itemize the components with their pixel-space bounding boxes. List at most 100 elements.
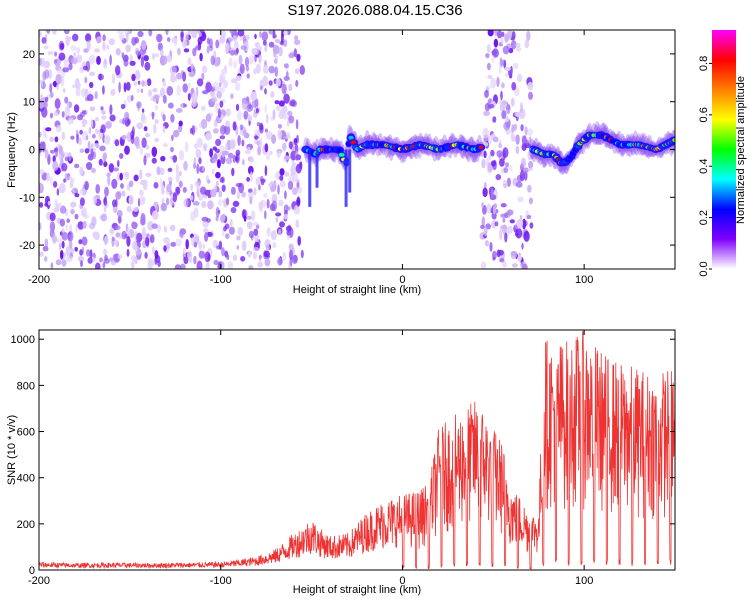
noise-speck [290, 99, 296, 106]
noise-speck [89, 249, 93, 259]
noise-speck [205, 261, 210, 269]
noise-speck [79, 188, 86, 196]
noise-speck [225, 120, 231, 127]
noise-speck [261, 180, 265, 186]
noise-speck [88, 222, 95, 230]
noise-speck [274, 66, 279, 78]
noise-speck [499, 229, 503, 241]
noise-speck [190, 183, 194, 191]
noise-speck [145, 172, 152, 177]
noise-speck [39, 143, 43, 154]
noise-speck [234, 49, 239, 56]
noise-speck [230, 207, 237, 214]
noise-speck [39, 183, 44, 194]
noise-speck [127, 227, 130, 238]
noise-speck [119, 172, 123, 181]
noise-speck [191, 125, 196, 136]
noise-speck [136, 88, 140, 94]
noise-speck [511, 263, 518, 268]
noise-speck [283, 76, 290, 81]
noise-speck [254, 42, 260, 48]
noise-speck [247, 188, 253, 193]
noise-speck [258, 255, 262, 264]
noise-speck [130, 94, 134, 102]
colorbar-tick-label: 0.0 [698, 261, 710, 276]
noise-speck [95, 262, 101, 269]
noise-speck [201, 65, 208, 73]
noise-speck [277, 123, 282, 129]
noise-speck [232, 254, 238, 261]
noise-speck [123, 82, 127, 93]
noise-speck [277, 129, 283, 140]
noise-speck [205, 132, 212, 141]
noise-speck [166, 242, 171, 250]
noise-speck [61, 162, 68, 172]
noise-speck [294, 39, 301, 46]
chart-title: S197.2026.088.04.15.C36 [287, 2, 463, 19]
noise-speck [191, 92, 198, 104]
noise-speck [196, 78, 204, 87]
noise-speck [173, 129, 180, 138]
noise-speck [50, 149, 55, 154]
noise-speck [207, 200, 214, 210]
noise-speck [200, 105, 206, 111]
noise-speck [294, 68, 300, 75]
noise-speck [171, 65, 178, 73]
noise-speck [235, 149, 241, 156]
noise-speck [166, 197, 170, 206]
noise-speck [284, 190, 287, 200]
noise-speck [148, 30, 153, 37]
noise-speck [481, 216, 486, 227]
noise-speck [502, 45, 510, 55]
spectrogram-image [39, 30, 675, 269]
noise-speck [490, 77, 497, 89]
noise-speck [131, 73, 136, 82]
noise-speck [289, 256, 293, 267]
noise-speck [87, 140, 91, 151]
noise-speck [527, 167, 533, 172]
noise-speck [216, 159, 221, 169]
noise-speck [183, 48, 190, 53]
noise-speck [484, 240, 489, 247]
noise-speck [279, 221, 285, 228]
noise-speck [182, 247, 187, 255]
noise-speck [113, 167, 119, 172]
noise-speck [207, 179, 211, 184]
noise-speck [275, 212, 282, 217]
noise-speck [151, 223, 158, 229]
noise-speck [134, 249, 142, 256]
noise-speck [283, 204, 289, 213]
noise-speck [58, 202, 62, 209]
noise-speck [56, 125, 62, 133]
noise-speck [496, 76, 500, 88]
noise-speck [73, 52, 76, 57]
noise-speck [509, 219, 515, 224]
noise-speck [235, 75, 242, 81]
noise-speck [96, 55, 101, 65]
noise-speck [492, 205, 496, 215]
noise-speck [94, 48, 100, 53]
noise-speck [99, 128, 104, 133]
noise-speck [187, 92, 191, 101]
noise-speck [273, 49, 277, 58]
noise-speck [282, 142, 287, 151]
noise-speck [288, 52, 295, 59]
noise-speck [214, 148, 220, 153]
colorbar: 0.0 0.2 0.4 0.6 0.8 Normalized spectral ampl… [698, 30, 747, 277]
colorbar-tick-label: 0.6 [698, 107, 710, 122]
noise-speck [61, 231, 69, 241]
noise-speck [143, 126, 148, 132]
noise-speck [284, 171, 290, 177]
noise-speck [105, 121, 112, 129]
noise-speck [206, 218, 211, 223]
ridge-peak [672, 138, 675, 143]
noise-speck [196, 260, 203, 269]
noise-speck [101, 115, 107, 120]
noise-speck [265, 113, 269, 124]
noise-speck [201, 200, 207, 209]
noise-speck [237, 135, 241, 146]
noise-speck [254, 47, 260, 55]
noise-speck [194, 143, 198, 150]
noise-speck [272, 30, 276, 39]
